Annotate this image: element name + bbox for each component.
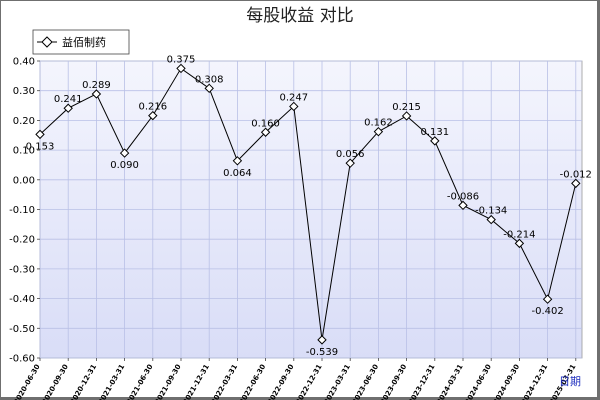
y-axis-ticks: 0.40 0.30 0.20 0.10 0.00 -0.10 -0.20 -0.30 -0.40… bbox=[9, 57, 40, 365]
x-tick-label: 2024-03-31 bbox=[435, 363, 464, 400]
data-point bbox=[317, 335, 327, 345]
y-tick-label: 0.40 bbox=[13, 57, 35, 68]
x-axis-ticks: 2020-06-302020-09-302020-12-312021-03-31… bbox=[12, 358, 578, 400]
x-tick-label: 2023-03-31 bbox=[323, 363, 352, 400]
legend: 益佰制药 bbox=[32, 29, 130, 55]
x-tick-label: 2022-06-30 bbox=[238, 363, 267, 400]
data-point bbox=[260, 127, 271, 137]
x-axis-unit-label: 日期 bbox=[559, 375, 581, 388]
data-label: 0.131 bbox=[420, 127, 449, 138]
data-point bbox=[35, 129, 45, 140]
x-tick-label: 2020-06-30 bbox=[12, 363, 41, 400]
x-tick-label: 2023-12-31 bbox=[407, 363, 436, 400]
data-label: -0.214 bbox=[503, 229, 535, 240]
x-tick-label: 2020-12-31 bbox=[69, 363, 98, 400]
x-tick-label: 2024-06-30 bbox=[464, 363, 493, 400]
data-label: 0.162 bbox=[364, 118, 393, 129]
data-point bbox=[542, 294, 553, 304]
data-label: 0.241 bbox=[54, 94, 83, 105]
x-tick-label: 2023-06-30 bbox=[351, 363, 380, 400]
x-tick-label: 2021-12-31 bbox=[182, 363, 211, 400]
data-label: 0.247 bbox=[279, 92, 308, 103]
grid-layer bbox=[39, 60, 582, 359]
y-tick-label: -0.60 bbox=[9, 354, 35, 365]
data-point bbox=[430, 136, 440, 146]
data-label: 0.160 bbox=[251, 118, 280, 129]
legend-marker-swatch bbox=[41, 36, 53, 48]
data-point bbox=[486, 214, 496, 225]
x-tick-label: 2024-12-31 bbox=[520, 363, 549, 400]
x-tick-label: 2022-09-30 bbox=[266, 363, 295, 400]
data-point bbox=[204, 83, 214, 94]
series-line bbox=[39, 67, 577, 340]
y-tick-label: 0.10 bbox=[13, 146, 35, 157]
data-point bbox=[148, 110, 158, 121]
chart-title: 每股收益 对比 bbox=[246, 6, 353, 26]
data-point bbox=[373, 126, 384, 137]
data-label: 0.375 bbox=[167, 54, 196, 65]
series-layer bbox=[35, 63, 581, 345]
x-tick-label: 2022-03-31 bbox=[210, 363, 239, 400]
x-tick-label: 2020-09-30 bbox=[41, 363, 70, 400]
data-point bbox=[289, 101, 299, 112]
x-tick-label: 2021-03-31 bbox=[97, 363, 126, 400]
data-point bbox=[514, 238, 525, 249]
data-label: 0.215 bbox=[392, 102, 421, 113]
x-tick-label: 2024-09-30 bbox=[492, 363, 521, 400]
data-label: 0.064 bbox=[223, 168, 252, 179]
y-tick-label: 0.00 bbox=[13, 175, 35, 186]
data-point bbox=[91, 89, 102, 99]
data-label: 0.153 bbox=[26, 141, 55, 152]
x-tick-label: 2021-09-30 bbox=[153, 363, 182, 400]
y-tick-label: 0.20 bbox=[13, 116, 35, 127]
data-point bbox=[63, 103, 73, 113]
data-label: 0.289 bbox=[82, 80, 111, 91]
y-tick-label: -0.10 bbox=[9, 205, 35, 216]
data-label: -0.012 bbox=[560, 169, 592, 180]
x-tick-label: 2022-12-31 bbox=[294, 363, 323, 400]
data-label: 0.056 bbox=[336, 149, 365, 160]
legend-label: 益佰制药 bbox=[62, 35, 106, 49]
data-labels: 0.153 0.241 0.289 0.090 0.216 0.375 0.308 0.064… bbox=[26, 54, 592, 357]
data-label: -0.134 bbox=[475, 206, 507, 217]
data-label: -0.402 bbox=[531, 306, 563, 317]
data-label: -0.539 bbox=[306, 347, 338, 358]
data-point bbox=[401, 111, 412, 121]
y-tick-label: -0.30 bbox=[9, 264, 35, 275]
x-tick-label: 2023-09-30 bbox=[379, 363, 408, 400]
data-label: 0.308 bbox=[195, 74, 224, 85]
data-point bbox=[176, 63, 186, 74]
data-label: 0.216 bbox=[138, 102, 167, 113]
y-tick-label: -0.50 bbox=[9, 324, 35, 335]
y-tick-label: -0.40 bbox=[9, 294, 35, 305]
data-label: 0.090 bbox=[110, 160, 139, 171]
x-tick-label: 2021-06-30 bbox=[125, 363, 154, 400]
data-point bbox=[232, 156, 243, 166]
data-point bbox=[571, 178, 581, 189]
data-point bbox=[458, 200, 468, 211]
data-label: -0.086 bbox=[447, 191, 479, 202]
y-tick-label: -0.20 bbox=[9, 235, 35, 246]
data-point bbox=[345, 158, 355, 168]
y-tick-label: 0.30 bbox=[13, 86, 35, 97]
data-point bbox=[119, 148, 130, 158]
